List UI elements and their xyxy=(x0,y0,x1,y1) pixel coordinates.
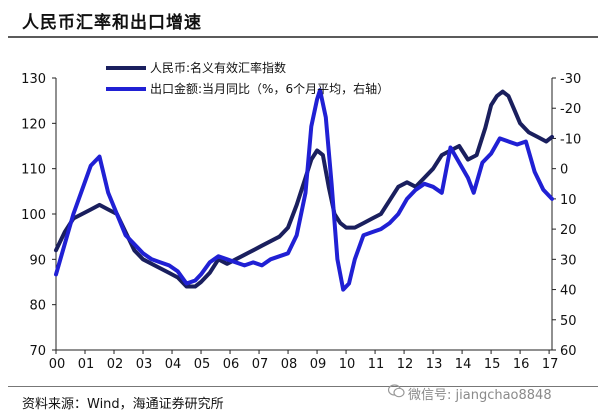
legend-label: 人民币:名义有效汇率指数 xyxy=(150,60,286,75)
y-right-tick-label: 0 xyxy=(560,163,568,178)
x-tick-label: 07 xyxy=(252,357,269,372)
y-left-tick-label: 110 xyxy=(21,163,46,178)
wechat-icon xyxy=(388,384,405,398)
series-line-export-growth xyxy=(54,88,554,292)
watermark-text: 微信号: jiangchao8848 xyxy=(408,388,552,403)
source-note: 资料来源：Wind，海通证券研究所 xyxy=(22,397,224,412)
y-left-tick-label: 120 xyxy=(21,117,46,132)
title-divider xyxy=(8,36,598,38)
y-right-tick-label: 30 xyxy=(560,253,577,268)
x-tick-label: 14 xyxy=(455,357,472,372)
x-tick-label: 06 xyxy=(223,357,240,372)
x-tick-label: 09 xyxy=(310,357,327,372)
x-tick-label: 00 xyxy=(49,357,66,372)
y-right-tick-label: 10 xyxy=(560,193,577,208)
series-line-exchange-rate xyxy=(54,89,554,289)
x-tick-label: 08 xyxy=(281,357,298,372)
y-right-tick-label: -20 xyxy=(560,102,581,117)
x-tick-label: 04 xyxy=(165,357,182,372)
x-tick-label: 10 xyxy=(339,357,356,372)
x-tick-label: 01 xyxy=(78,357,95,372)
y-right-tick-label: 50 xyxy=(560,314,577,329)
x-tick-label: 17 xyxy=(542,357,559,372)
x-tick-label: 03 xyxy=(136,357,153,372)
footer-divider xyxy=(8,386,598,387)
chart-title: 人民币汇率和出口增速 xyxy=(22,13,202,33)
y-left-tick-label: 130 xyxy=(21,72,46,87)
y-right-tick-label: 20 xyxy=(560,223,577,238)
x-tick-label: 02 xyxy=(107,357,124,372)
x-tick-label: 15 xyxy=(484,357,501,372)
x-tick-label: 05 xyxy=(194,357,211,372)
y-left-tick-label: 90 xyxy=(29,253,46,268)
y-right-tick-label: 60 xyxy=(560,344,577,359)
y-left-tick-label: 100 xyxy=(21,208,46,223)
x-tick-label: 12 xyxy=(397,357,414,372)
legend-label: 出口金额:当月同比（%，6个月平均，右轴） xyxy=(150,81,389,96)
y-right-tick-label: -30 xyxy=(560,72,581,87)
x-tick-label: 13 xyxy=(426,357,443,372)
x-tick-label: 16 xyxy=(513,357,530,372)
y-left-tick-label: 70 xyxy=(29,344,46,359)
y-left-tick-label: 80 xyxy=(29,299,46,314)
y-right-tick-label: 40 xyxy=(560,284,577,299)
x-tick-label: 11 xyxy=(368,357,385,372)
y-right-tick-label: -10 xyxy=(560,132,581,147)
